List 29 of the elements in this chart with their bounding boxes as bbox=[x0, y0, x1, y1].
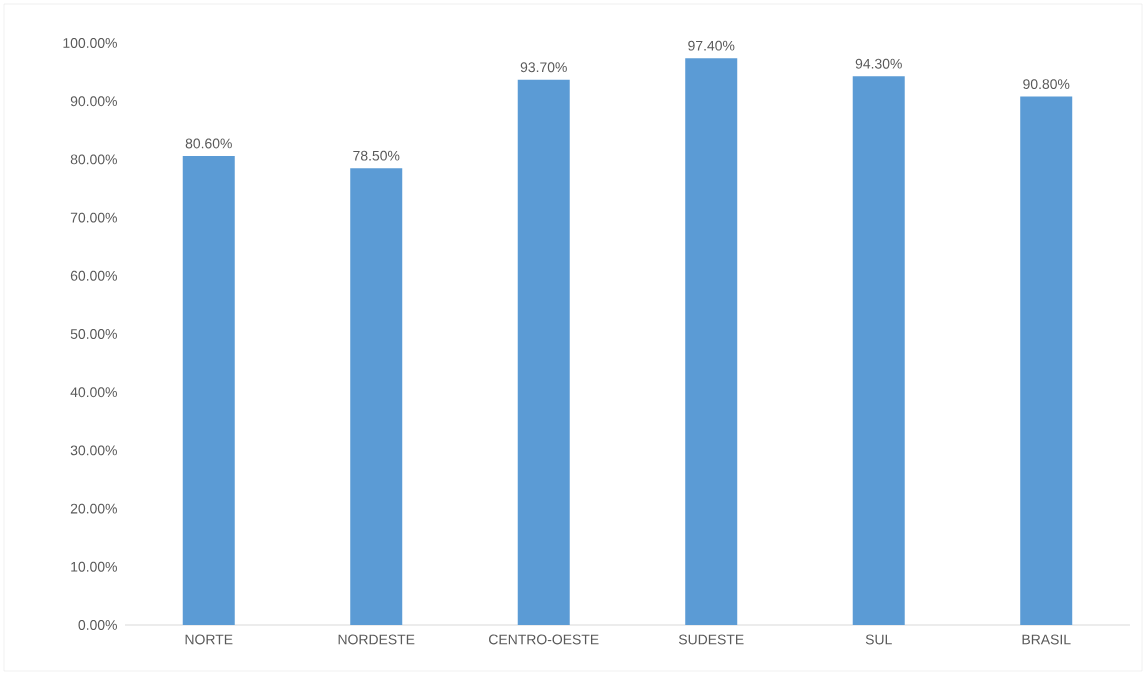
y-tick-label: 80.00% bbox=[70, 154, 117, 165]
bar bbox=[685, 58, 738, 625]
data-label: 80.60% bbox=[185, 138, 232, 149]
y-tick-label: 20.00% bbox=[70, 503, 117, 514]
x-tick-label: NORTE bbox=[185, 634, 233, 645]
data-label: 78.50% bbox=[353, 150, 400, 161]
y-tick-label: 0.00% bbox=[78, 620, 117, 630]
bar bbox=[852, 76, 905, 625]
data-label: 93.70% bbox=[520, 62, 567, 73]
bar bbox=[1020, 96, 1073, 625]
y-tick-label: 90.00% bbox=[70, 96, 117, 107]
data-label: 90.80% bbox=[1023, 79, 1070, 90]
bar bbox=[350, 168, 403, 625]
bar bbox=[182, 155, 235, 625]
data-label: 94.30% bbox=[855, 58, 902, 69]
x-tick-label: CENTRO-OESTE bbox=[489, 634, 599, 645]
y-tick-label: 30.00% bbox=[70, 445, 117, 456]
y-tick-label: 40.00% bbox=[70, 387, 117, 398]
x-tick-label: SUDESTE bbox=[678, 634, 744, 645]
y-tick-label: 50.00% bbox=[70, 329, 117, 339]
x-tick-label: BRASIL bbox=[1022, 634, 1071, 645]
y-tick-label: 100.00% bbox=[63, 38, 117, 48]
x-tick-label: NORDESTE bbox=[338, 634, 415, 645]
bar bbox=[517, 79, 570, 625]
x-tick-label: SUL bbox=[865, 634, 892, 645]
data-label: 97.40% bbox=[688, 40, 735, 51]
y-tick-label: 60.00% bbox=[70, 270, 117, 281]
y-tick-label: 10.00% bbox=[71, 561, 117, 572]
y-tick-label: 70.00% bbox=[70, 212, 117, 223]
